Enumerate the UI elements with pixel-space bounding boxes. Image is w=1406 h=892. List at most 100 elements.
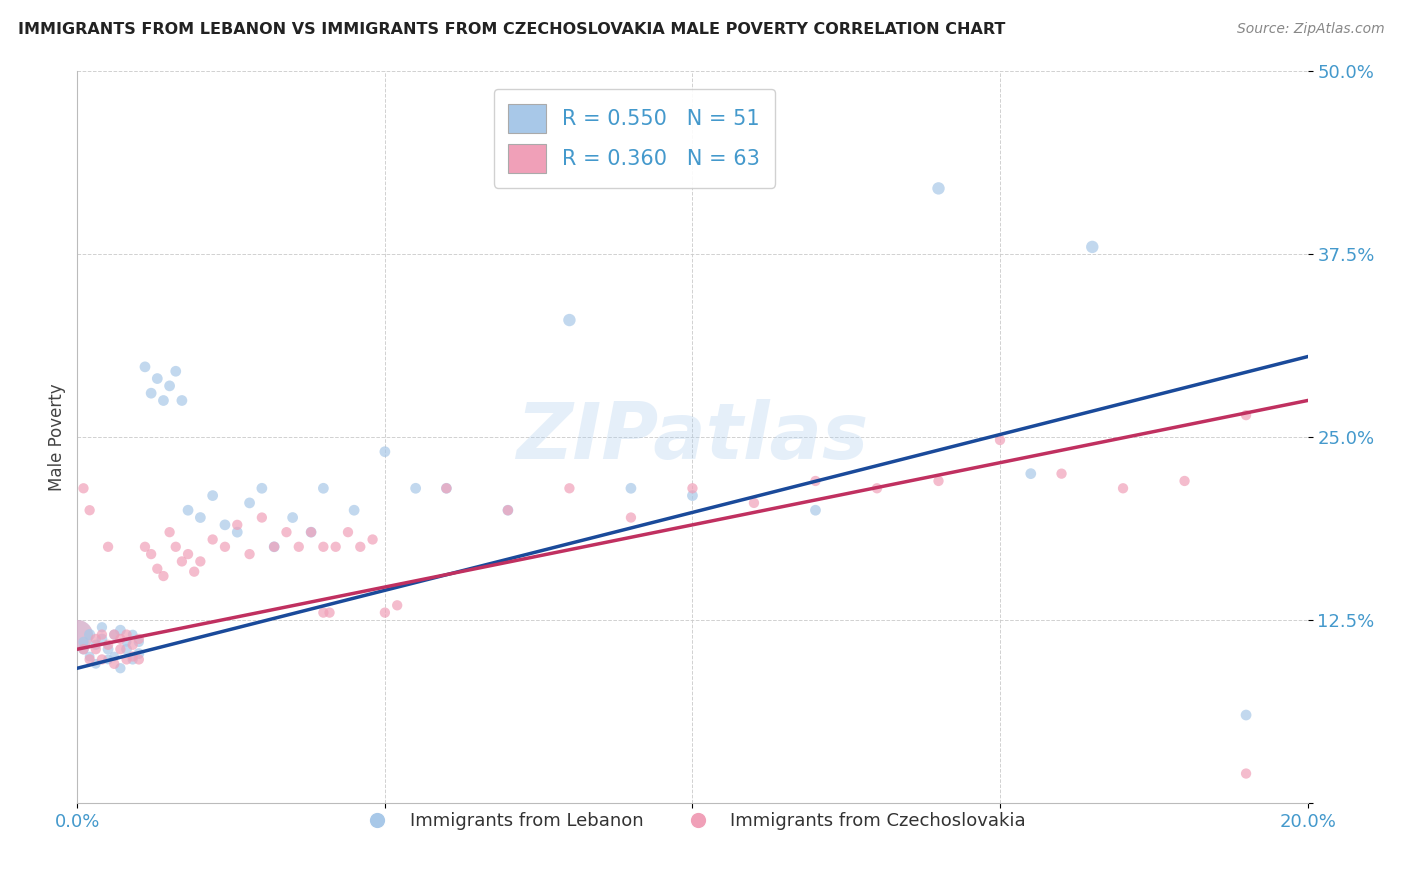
Point (299, 525, 322, 540)
Point (146, 562, 169, 576)
Point (620, 510, 643, 524)
Text: ZIPatlas: ZIPatlas (516, 399, 869, 475)
Point (928, 474, 950, 488)
Point (201, 533, 224, 547)
Point (72, 635, 94, 649)
Point (288, 540, 311, 554)
Point (152, 393, 174, 408)
Point (177, 547, 200, 561)
Point (343, 503, 366, 517)
Point (141, 386, 163, 401)
Point (866, 481, 889, 495)
Point (146, 371, 169, 385)
Point (928, 181, 950, 195)
Point (115, 642, 138, 657)
Point (558, 481, 581, 495)
Point (263, 540, 285, 554)
Point (90, 620, 114, 634)
Point (312, 540, 335, 554)
Point (121, 649, 143, 664)
Point (72, 642, 94, 657)
Text: IMMIGRANTS FROM LEBANON VS IMMIGRANTS FROM CZECHOSLOVAKIA MALE POVERTY CORRELATI: IMMIGRANTS FROM LEBANON VS IMMIGRANTS FR… (18, 22, 1005, 37)
Point (103, 627, 125, 641)
Point (165, 540, 187, 554)
Point (170, 554, 193, 568)
Legend: Immigrants from Lebanon, Immigrants from Czechoslovakia: Immigrants from Lebanon, Immigrants from… (352, 805, 1033, 838)
Point (115, 635, 138, 649)
Point (97, 642, 120, 657)
Point (188, 554, 212, 568)
Point (90, 632, 114, 646)
Point (682, 489, 704, 503)
Point (72, 481, 94, 495)
Point (134, 540, 156, 554)
Point (558, 313, 581, 327)
Point (226, 525, 249, 540)
Point (742, 496, 765, 510)
Point (1234, 766, 1257, 780)
Point (804, 474, 827, 488)
Point (97, 540, 120, 554)
Point (103, 657, 125, 671)
Point (1174, 474, 1197, 488)
Point (72, 642, 94, 657)
Point (79, 627, 101, 641)
Point (110, 661, 132, 675)
Point (1019, 467, 1042, 481)
Point (1112, 481, 1135, 495)
Point (620, 481, 643, 495)
Point (84, 642, 107, 657)
Point (385, 599, 409, 613)
Point (110, 642, 132, 657)
Point (121, 627, 143, 641)
Point (159, 379, 181, 393)
Point (1081, 240, 1104, 254)
Point (1234, 708, 1257, 723)
Point (436, 481, 458, 495)
Point (312, 481, 335, 495)
Point (201, 489, 224, 503)
Point (84, 657, 107, 671)
Point (299, 525, 322, 540)
Point (804, 503, 827, 517)
Point (312, 606, 335, 620)
Point (97, 638, 120, 652)
Point (374, 444, 396, 458)
Point (110, 623, 132, 637)
Point (79, 652, 101, 666)
Y-axis label: Male Poverty: Male Poverty (48, 384, 66, 491)
Point (496, 503, 519, 517)
Point (84, 632, 107, 646)
Point (436, 481, 458, 495)
Point (682, 481, 704, 495)
Point (128, 632, 150, 646)
Point (276, 525, 298, 540)
Point (103, 627, 125, 641)
Point (1050, 467, 1073, 481)
Point (159, 525, 181, 540)
Point (134, 359, 156, 374)
Point (325, 540, 347, 554)
Point (79, 503, 101, 517)
Point (177, 503, 200, 517)
Point (170, 393, 193, 408)
Point (214, 540, 236, 554)
Point (66, 627, 89, 641)
Point (374, 606, 396, 620)
Point (318, 606, 340, 620)
Text: Source: ZipAtlas.com: Source: ZipAtlas.com (1237, 22, 1385, 37)
Point (152, 569, 174, 583)
Point (90, 627, 114, 641)
Point (90, 652, 114, 666)
Point (281, 510, 304, 524)
Point (115, 652, 138, 666)
Point (110, 632, 132, 646)
Point (337, 525, 360, 540)
Point (79, 649, 101, 664)
Point (496, 503, 519, 517)
Point (97, 652, 120, 666)
Point (121, 652, 143, 666)
Point (250, 510, 273, 524)
Point (188, 510, 212, 524)
Point (128, 635, 150, 649)
